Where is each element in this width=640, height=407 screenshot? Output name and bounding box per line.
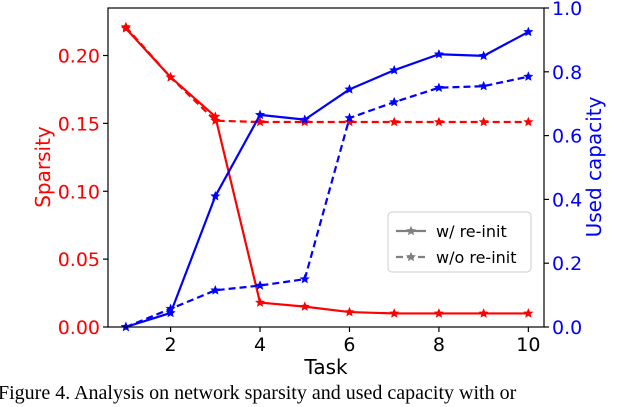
data-point-marker [299, 301, 310, 311]
data-point-marker [299, 273, 310, 284]
data-point-marker [478, 308, 489, 318]
legend-items: w/ re-init w/o re-init [396, 222, 517, 267]
y-right-tick-label: 0.4 [552, 189, 582, 211]
data-point-marker [433, 116, 444, 127]
y-right-tick-label: 0.8 [552, 62, 582, 84]
x-tick-label: 4 [254, 334, 266, 356]
x-axis-label: Task [303, 355, 348, 379]
data-point-marker [165, 307, 176, 318]
series-left-dashed [120, 21, 534, 127]
data-point-marker [523, 308, 534, 318]
data-point-marker [478, 116, 489, 127]
data-point-marker [210, 285, 221, 295]
data-point-marker [344, 306, 355, 317]
legend-marker [405, 251, 417, 262]
figure-caption: Figure 4. Analysis on network sparsity a… [0, 382, 640, 407]
data-point-marker [210, 115, 221, 125]
x-tick-label: 6 [343, 334, 355, 356]
legend-label: w/o re-init [436, 248, 517, 267]
data-point-marker [389, 308, 400, 318]
y-right-tick-label: 0.6 [552, 126, 582, 148]
data-point-marker [344, 112, 355, 123]
series-right-solid [120, 26, 534, 332]
data-point-marker [478, 50, 489, 61]
data-point-marker [433, 48, 444, 59]
dual-axis-line-chart: 2 4 6 8 10 0.00 0.05 0.10 0.15 0.20 0.0 0.2 0.4 0.6 0.… [31, 0, 606, 379]
y-right-tick-label: 0.2 [552, 253, 582, 275]
legend: w/ re-init w/o re-init [387, 211, 532, 273]
data-point-marker [120, 21, 131, 32]
data-point-marker [344, 84, 355, 94]
figure-caption-text: Figure 4. Analysis on network sparsity a… [0, 382, 517, 404]
data-point-marker [433, 308, 444, 318]
y-right-tick-label: 0.0 [552, 317, 582, 339]
data-point-marker [389, 96, 400, 107]
data-point-marker [255, 109, 266, 120]
data-point-marker [389, 116, 400, 127]
data-point-marker [210, 190, 221, 201]
y-left-tick-label: 0.10 [58, 181, 100, 203]
y-left-tick-label: 0.05 [58, 249, 100, 271]
series-line [125, 75, 529, 329]
data-point-marker [478, 80, 489, 91]
data-point-marker [165, 71, 176, 82]
legend-label: w/ re-init [436, 222, 507, 241]
data-point-marker [255, 280, 266, 290]
series-right-dashed [120, 71, 534, 332]
y-axis-label-left: Sparsity [31, 126, 55, 208]
data-point-marker [523, 116, 534, 127]
data-point-marker [523, 71, 534, 81]
data-point-marker [299, 114, 310, 124]
data-point-marker [165, 303, 176, 314]
y-left-tick-label: 0.20 [58, 46, 100, 68]
data-point-marker [523, 26, 534, 37]
series-line [125, 30, 529, 329]
data-point-marker [389, 64, 400, 75]
axis-layer: 2 4 6 8 10 0.00 0.05 0.10 0.15 0.20 0.0 0.2 0.4 0.6 0.… [58, 0, 583, 356]
legend-marker [405, 225, 417, 236]
series-layer [120, 21, 534, 332]
x-tick-label: 8 [433, 334, 445, 356]
data-point-marker [255, 297, 266, 307]
y-right-tick-label: 1.0 [552, 0, 582, 20]
data-point-marker [433, 82, 444, 93]
y-axis-label-right: Used capacity [582, 96, 606, 237]
x-tick-label: 2 [165, 334, 177, 356]
data-point-marker [344, 116, 355, 127]
series-line [125, 26, 529, 124]
y-left-tick-label: 0.00 [58, 317, 100, 339]
x-tick-label: 10 [516, 334, 540, 356]
plot-frame [107, 7, 545, 328]
series-line [125, 27, 529, 315]
y-left-tick-label: 0.15 [58, 113, 100, 135]
series-left-solid [120, 23, 534, 318]
